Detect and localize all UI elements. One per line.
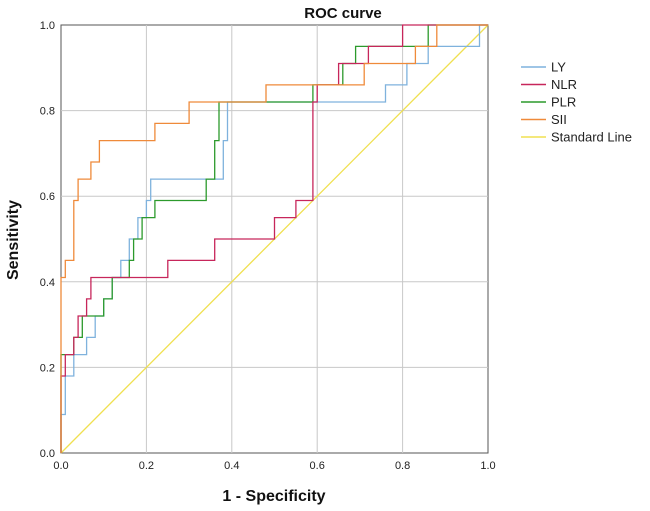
legend-label: LY: [551, 60, 566, 75]
legend: LY NLR PLR SII Standard Line: [521, 60, 632, 145]
x-tick-label: 0.4: [224, 460, 239, 472]
x-tick-label: 0.8: [395, 460, 410, 472]
y-tick-label: 0.4: [40, 277, 55, 289]
x-axis-label: 1 - Specificity: [222, 488, 325, 505]
chart-title: ROC curve: [304, 5, 382, 22]
y-tick-label: 0.8: [40, 106, 55, 118]
tick-labels: 0.0 0.2 0.4 0.6 0.8 1.0 0.0 0.2 0.4 0.6 0.8 1.0: [40, 20, 496, 472]
x-tick-label: 0.6: [310, 460, 325, 472]
legend-label: NLR: [551, 77, 577, 92]
x-tick-label: 1.0: [480, 460, 495, 472]
x-tick-label: 0.0: [53, 460, 68, 472]
plot-frame: [60, 24, 489, 454]
legend-label: SII: [551, 112, 567, 127]
y-tick-label: 0.0: [40, 448, 55, 460]
y-tick-label: 0.2: [40, 362, 55, 374]
series-line-plr: [60, 24, 488, 453]
y-tick-label: 0.6: [40, 191, 55, 203]
series-line-nlr: [60, 24, 488, 453]
legend-label: Standard Line: [551, 130, 632, 145]
y-tick-label: 1.0: [40, 20, 55, 32]
y-axis-label: Sensitivity: [5, 200, 22, 280]
legend-label: PLR: [551, 95, 576, 110]
series-lines: [60, 24, 489, 454]
series-line-sii: [60, 24, 488, 453]
x-tick-label: 0.2: [139, 460, 154, 472]
grid: [61, 25, 488, 453]
